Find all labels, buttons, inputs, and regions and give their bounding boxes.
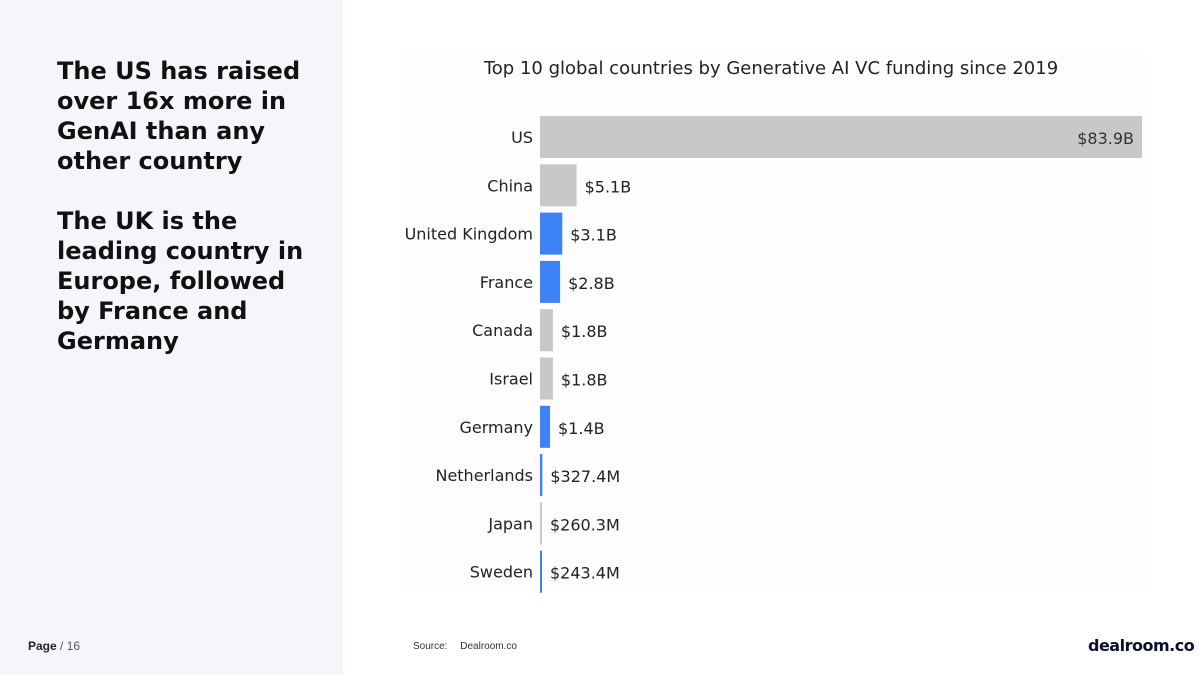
bar-sweden (540, 550, 542, 593)
category-label: Sweden (470, 563, 533, 582)
value-label: $5.1B (585, 177, 632, 196)
value-label: $1.8B (561, 322, 608, 341)
bar-netherlands (540, 454, 543, 497)
value-label: $1.8B (561, 371, 608, 390)
category-label: Japan (487, 514, 533, 533)
value-label: $243.4M (550, 564, 620, 583)
headline-uk: The UK is the leading country in Europe,… (57, 207, 304, 355)
chart-title: Top 10 global countries by Generative AI… (483, 58, 1059, 79)
category-label: Germany (459, 418, 533, 437)
headline: The US has raised over 16x more in GenAI… (57, 56, 307, 386)
source-note: Source: Dealroom.co (413, 641, 517, 652)
value-label: $3.1B (570, 226, 617, 245)
left-panel (0, 0, 343, 675)
value-label: $260.3M (550, 515, 620, 534)
bar-japan (540, 502, 542, 545)
bar-france (540, 260, 561, 303)
dealroom-logo: dealroom.co (1088, 636, 1195, 655)
bar-us (540, 116, 1142, 158)
value-label: $2.8B (568, 274, 615, 293)
bar-united-kingdom (540, 212, 563, 255)
source-value: Dealroom.co (460, 641, 517, 652)
page-label: Page (28, 639, 57, 653)
category-label: France (480, 273, 533, 292)
category-label: United Kingdom (405, 225, 533, 244)
page-number: / 16 (60, 639, 81, 653)
category-label: Canada (472, 321, 533, 340)
bar-germany (540, 405, 551, 448)
value-label: $83.9B (1077, 129, 1134, 148)
page-indicator: Page / 16 (28, 639, 80, 653)
bar-canada (540, 309, 553, 352)
category-label: China (487, 176, 533, 195)
category-label: Netherlands (435, 466, 533, 485)
category-label: Israel (489, 370, 533, 389)
source-label: Source: (413, 641, 448, 652)
value-label: $327.4M (550, 467, 620, 486)
headline-us: The US has raised over 16x more in GenAI… (57, 57, 301, 175)
bar-china (540, 164, 577, 207)
value-label: $1.4B (558, 419, 605, 438)
category-label: US (511, 128, 533, 147)
bar-israel (540, 357, 553, 400)
